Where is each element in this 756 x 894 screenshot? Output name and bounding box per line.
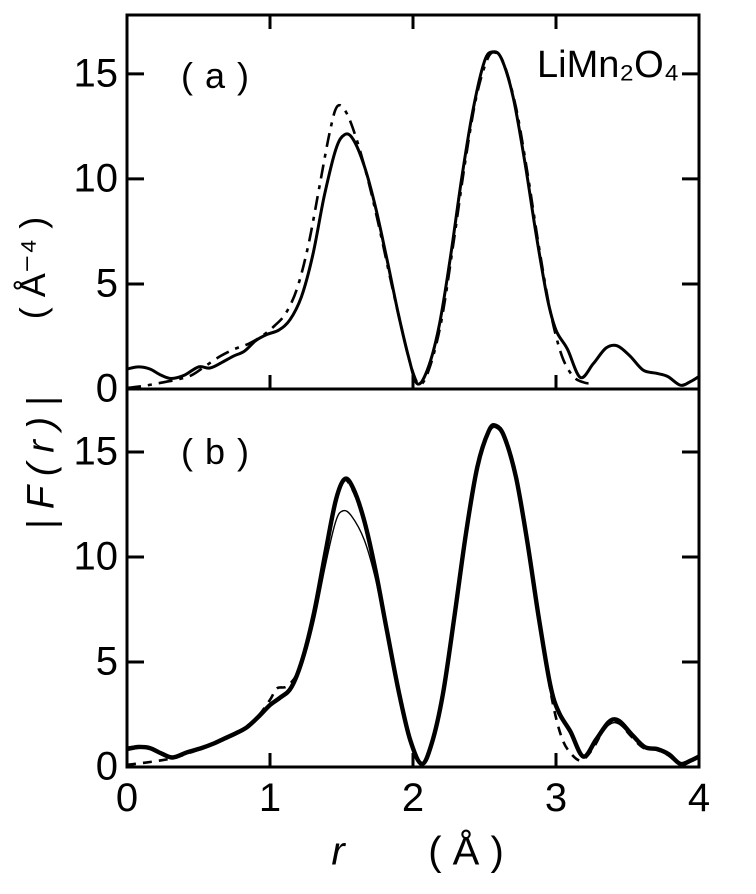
y-tick-label-panel-b-0: 0 bbox=[95, 744, 118, 789]
x-tick-label-0: 0 bbox=[115, 776, 139, 820]
panel-b-thick-solid-curve bbox=[127, 422, 699, 767]
y-tick-label-panel-b-10: 10 bbox=[73, 534, 119, 579]
panel-b-label: ( b ) bbox=[181, 431, 251, 472]
panel-a-curves bbox=[127, 50, 699, 389]
x-tick-label-2: 2 bbox=[401, 776, 425, 820]
x-tick-label-3: 3 bbox=[544, 776, 568, 820]
panel-b-dashed-curve bbox=[127, 425, 699, 767]
panel-b-ticks bbox=[127, 450, 699, 769]
panel-a-solid-curve bbox=[127, 50, 699, 387]
x-axis-quantity-label: r bbox=[331, 829, 345, 874]
x-tick-label-4: 4 bbox=[687, 776, 711, 820]
panel-b-thin-solid-curve bbox=[127, 426, 699, 766]
y-tick-label-panel-a-0: 0 bbox=[95, 366, 118, 411]
y-tick-label-panel-a-15: 15 bbox=[73, 51, 119, 96]
y-tick-label-panel-a-10: 10 bbox=[73, 156, 119, 201]
x-tick-label-1: 1 bbox=[258, 776, 282, 820]
x-axis-units-label: ( Å ) bbox=[428, 829, 504, 874]
y-tick-label-panel-b-5: 5 bbox=[95, 639, 118, 684]
y-tick-label-panel-a-5: 5 bbox=[95, 261, 118, 306]
panel-a-ticks bbox=[127, 15, 699, 391]
panel-a-dash-dot-curve bbox=[127, 50, 592, 389]
panel-a-label: ( a ) bbox=[181, 55, 251, 96]
compound-label: LiMn₂O₄ bbox=[537, 44, 680, 86]
y-tick-label-panel-b-15: 15 bbox=[73, 429, 119, 474]
panel-b-curves bbox=[127, 422, 699, 767]
